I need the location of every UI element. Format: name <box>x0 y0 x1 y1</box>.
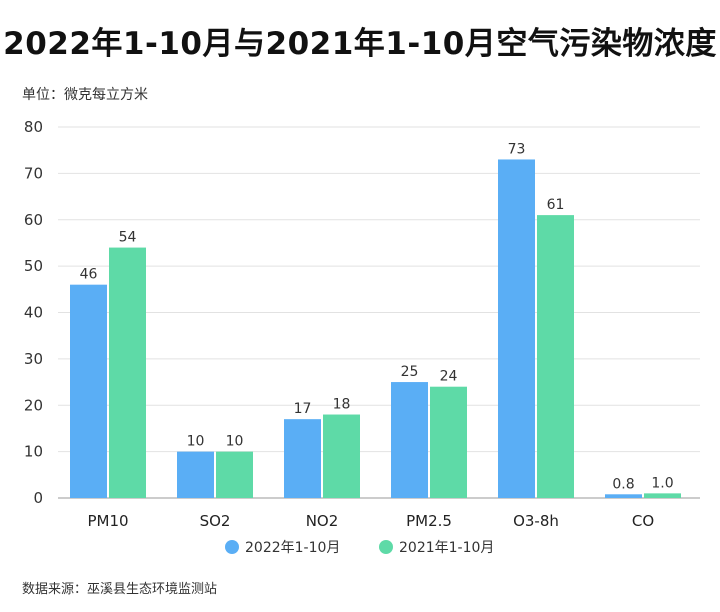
bars <box>70 159 681 499</box>
x-tick-label: CO <box>632 512 654 530</box>
source-note: 数据来源：巫溪县生态环境监测站 <box>22 582 218 597</box>
bar-value-label: 24 <box>440 369 458 385</box>
y-tick-label: 80 <box>24 118 43 136</box>
bar-co-series2 <box>644 493 681 498</box>
chart-title: 2022年1-10月与2021年1-10月空气污染物浓度 <box>3 26 717 62</box>
y-tick-label: 10 <box>24 443 43 461</box>
y-axis-ticks: 0 10 20 30 40 50 60 70 80 <box>24 118 43 507</box>
bar-no2-series1 <box>284 419 321 498</box>
y-tick-label: 60 <box>24 211 43 229</box>
bar-co-series1 <box>605 494 642 498</box>
bar-pm10-series1 <box>70 284 107 498</box>
bar-value-label: 18 <box>333 397 351 413</box>
bar-value-label: 10 <box>187 434 205 450</box>
gridlines <box>58 126 700 499</box>
y-tick-label: 30 <box>24 350 43 368</box>
legend-label: 2022年1-10月 <box>245 540 340 556</box>
bar-value-label: 0.8 <box>612 476 634 492</box>
x-tick-label: NO2 <box>306 512 339 530</box>
bar-no2-series2 <box>323 414 360 498</box>
legend-marker <box>379 540 393 554</box>
x-tick-label: O3-8h <box>513 512 559 530</box>
bar-value-label: 25 <box>401 364 419 380</box>
y-tick-label: 40 <box>24 304 43 322</box>
legend: 2022年1-10月 2021年1-10月 <box>225 540 494 556</box>
bar-so2-series2 <box>216 451 253 498</box>
bar-pm25-series1 <box>391 382 428 498</box>
bar-value-label: 1.0 <box>651 475 673 491</box>
bar-o38h-series2 <box>537 215 574 499</box>
y-tick-label: 70 <box>24 164 43 182</box>
bar-pm10-series2 <box>109 247 146 498</box>
y-tick-label: 0 <box>33 489 43 507</box>
bar-so2-series1 <box>177 451 214 498</box>
x-tick-label: PM2.5 <box>406 512 452 530</box>
legend-marker <box>225 540 239 554</box>
x-tick-label: PM10 <box>87 512 128 530</box>
bar-pm25-series2 <box>430 386 467 498</box>
x-axis-ticks: PM10 SO2 NO2 PM2.5 O3-8h CO <box>87 512 654 530</box>
bar-value-label: 46 <box>80 267 98 283</box>
value-labels: 46 54 10 10 17 18 25 24 73 61 0.8 1.0 <box>80 141 674 492</box>
bar-value-label: 73 <box>508 141 526 157</box>
y-tick-label: 20 <box>24 396 43 414</box>
x-tick-label: SO2 <box>200 512 231 530</box>
y-tick-label: 50 <box>24 257 43 275</box>
bar-value-label: 61 <box>547 197 565 213</box>
bar-o38h-series1 <box>498 159 535 498</box>
legend-label: 2021年1-10月 <box>399 540 494 556</box>
unit-label: 单位：微克每立方米 <box>22 87 148 103</box>
bar-value-label: 54 <box>119 230 137 246</box>
bar-value-label: 17 <box>294 401 312 417</box>
bar-value-label: 10 <box>226 434 244 450</box>
